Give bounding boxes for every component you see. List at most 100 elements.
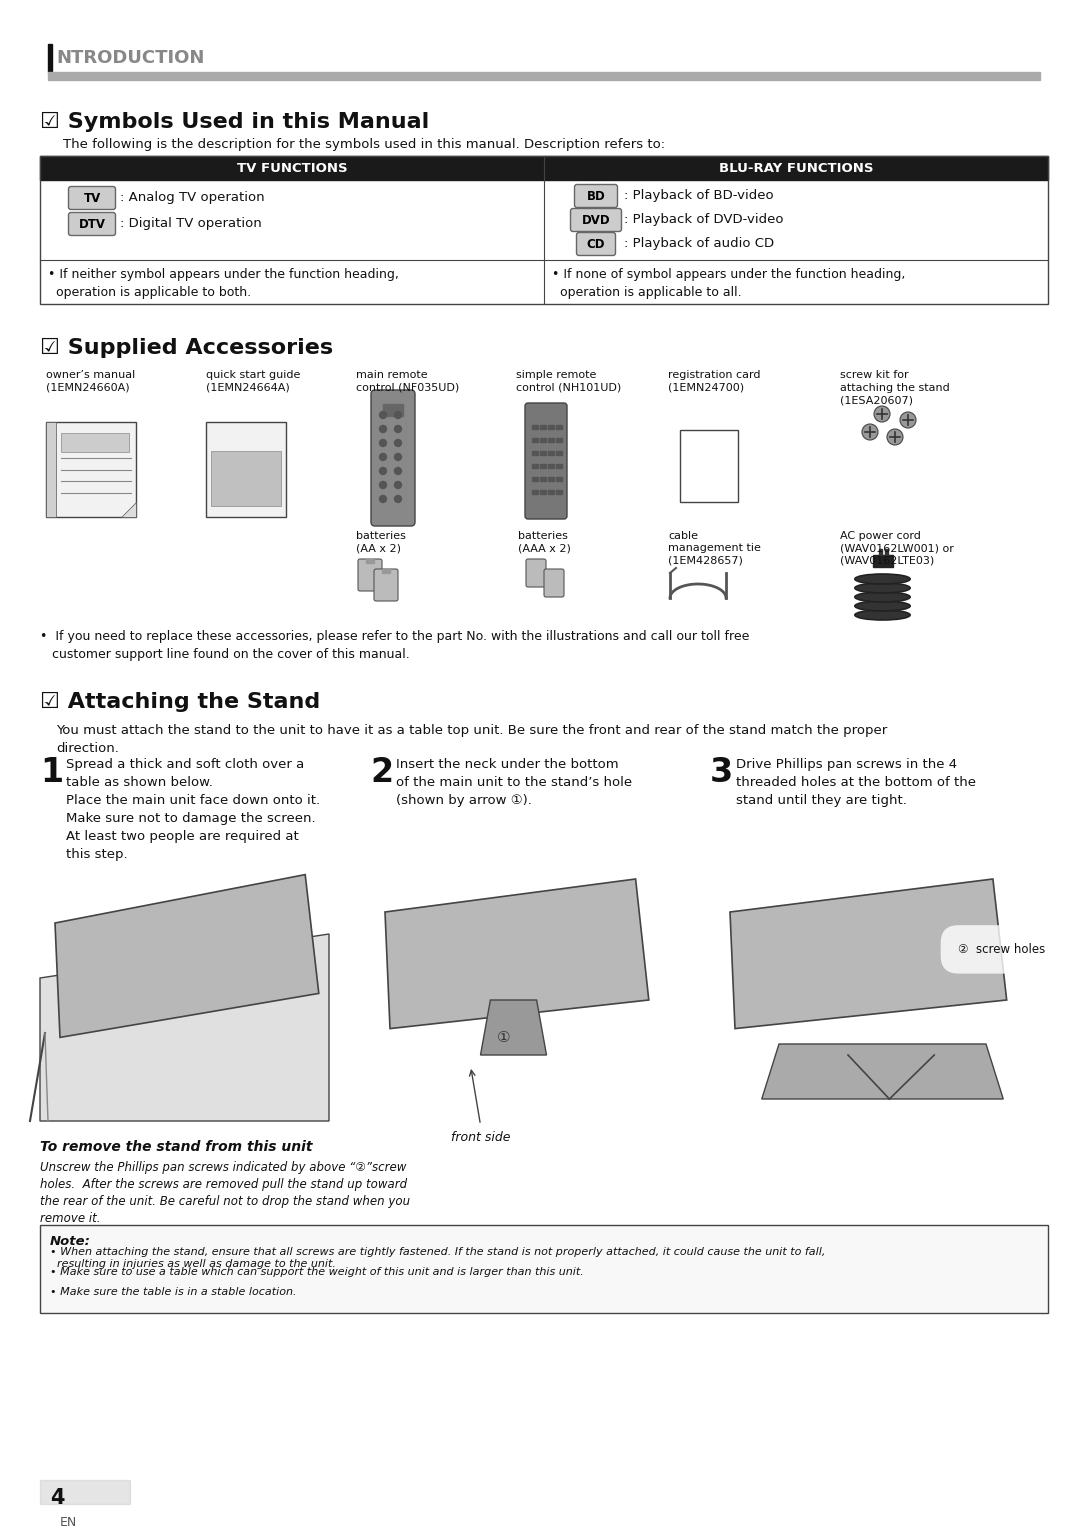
Circle shape bbox=[379, 482, 387, 488]
Circle shape bbox=[900, 412, 916, 427]
Bar bbox=[540, 464, 546, 468]
FancyBboxPatch shape bbox=[544, 569, 564, 597]
Bar bbox=[548, 426, 554, 429]
Bar bbox=[540, 478, 546, 481]
Bar bbox=[556, 490, 562, 494]
Bar bbox=[556, 452, 562, 455]
Bar bbox=[878, 549, 881, 555]
Text: ①: ① bbox=[497, 1030, 511, 1045]
Text: : Playback of BD-video: : Playback of BD-video bbox=[624, 189, 773, 203]
Bar bbox=[48, 44, 52, 72]
FancyBboxPatch shape bbox=[68, 212, 116, 235]
Text: : Playback of audio CD: : Playback of audio CD bbox=[624, 238, 774, 250]
Bar bbox=[211, 450, 281, 505]
Bar bbox=[548, 438, 554, 443]
Bar bbox=[382, 569, 390, 572]
Circle shape bbox=[874, 406, 890, 423]
FancyBboxPatch shape bbox=[357, 559, 382, 591]
Bar bbox=[532, 438, 538, 443]
FancyBboxPatch shape bbox=[577, 232, 616, 255]
FancyBboxPatch shape bbox=[575, 185, 618, 208]
Text: • If none of symbol appears under the function heading,
  operation is applicabl: • If none of symbol appears under the fu… bbox=[552, 269, 905, 299]
Text: batteries
(AA x 2): batteries (AA x 2) bbox=[356, 531, 406, 554]
Bar bbox=[40, 156, 1048, 304]
Text: DTV: DTV bbox=[79, 218, 106, 230]
FancyBboxPatch shape bbox=[68, 186, 116, 209]
Polygon shape bbox=[481, 1000, 546, 1054]
FancyBboxPatch shape bbox=[570, 209, 621, 232]
Circle shape bbox=[379, 453, 387, 461]
Bar bbox=[60, 433, 129, 452]
Bar bbox=[540, 438, 546, 443]
Bar bbox=[873, 555, 892, 568]
FancyBboxPatch shape bbox=[372, 391, 415, 526]
Bar bbox=[885, 549, 888, 555]
Bar bbox=[40, 1480, 130, 1505]
Text: •  If you need to replace these accessories, please refer to the part No. with t: • If you need to replace these accessori… bbox=[40, 630, 750, 661]
Bar bbox=[532, 464, 538, 468]
Text: NTRODUCTION: NTRODUCTION bbox=[56, 49, 204, 67]
Bar bbox=[40, 1225, 1048, 1312]
Bar bbox=[532, 478, 538, 481]
Text: ②  screw holes: ② screw holes bbox=[958, 943, 1045, 955]
Bar bbox=[46, 423, 56, 517]
Text: BLU-RAY FUNCTIONS: BLU-RAY FUNCTIONS bbox=[719, 162, 874, 174]
Ellipse shape bbox=[855, 583, 910, 594]
Bar bbox=[532, 452, 538, 455]
Polygon shape bbox=[121, 502, 136, 517]
Polygon shape bbox=[761, 1044, 1003, 1099]
Text: • Make sure the table is in a stable location.: • Make sure the table is in a stable loc… bbox=[50, 1286, 297, 1297]
Circle shape bbox=[379, 496, 387, 502]
Text: batteries
(AAA x 2): batteries (AAA x 2) bbox=[518, 531, 571, 554]
Polygon shape bbox=[384, 879, 649, 1029]
Bar bbox=[556, 464, 562, 468]
Text: • If neither symbol appears under the function heading,
  operation is applicabl: • If neither symbol appears under the fu… bbox=[48, 269, 399, 299]
Circle shape bbox=[394, 426, 402, 432]
Polygon shape bbox=[40, 934, 329, 1122]
Bar bbox=[556, 438, 562, 443]
Text: You must attach the stand to the unit to have it as a table top unit. Be sure th: You must attach the stand to the unit to… bbox=[56, 723, 888, 755]
Text: 2: 2 bbox=[370, 755, 393, 789]
Bar bbox=[556, 426, 562, 429]
Text: CD: CD bbox=[586, 238, 605, 250]
Text: DVD: DVD bbox=[582, 214, 610, 226]
Text: simple remote
control (NH101UD): simple remote control (NH101UD) bbox=[516, 369, 621, 392]
Text: 1: 1 bbox=[40, 755, 63, 789]
Bar bbox=[383, 404, 403, 417]
Circle shape bbox=[394, 467, 402, 475]
Text: main remote
control (NF035UD): main remote control (NF035UD) bbox=[356, 369, 459, 392]
Circle shape bbox=[394, 439, 402, 447]
Ellipse shape bbox=[855, 592, 910, 601]
Text: owner’s manual
(1EMN24660A): owner’s manual (1EMN24660A) bbox=[46, 369, 135, 392]
Bar bbox=[540, 452, 546, 455]
Circle shape bbox=[379, 412, 387, 418]
Text: : Analog TV operation: : Analog TV operation bbox=[120, 191, 265, 204]
Circle shape bbox=[887, 429, 903, 446]
Circle shape bbox=[394, 412, 402, 418]
Ellipse shape bbox=[855, 574, 910, 584]
Text: Insert the neck under the bottom
of the main unit to the stand’s hole
(shown by : Insert the neck under the bottom of the … bbox=[396, 758, 632, 807]
Text: : Playback of DVD-video: : Playback of DVD-video bbox=[624, 214, 783, 226]
Bar bbox=[532, 426, 538, 429]
Text: cable
management tie
(1EM428657): cable management tie (1EM428657) bbox=[669, 531, 761, 566]
Text: AC power cord
(WAV0162LW001) or
(WAV0162LTE03): AC power cord (WAV0162LW001) or (WAV0162… bbox=[840, 531, 954, 566]
Circle shape bbox=[394, 482, 402, 488]
FancyBboxPatch shape bbox=[525, 403, 567, 519]
Bar bbox=[48, 72, 1040, 79]
Bar bbox=[532, 490, 538, 494]
Text: Note:: Note: bbox=[50, 1235, 91, 1248]
Bar bbox=[46, 423, 136, 517]
Ellipse shape bbox=[855, 610, 910, 620]
Text: front side: front side bbox=[450, 1131, 510, 1144]
Text: EN: EN bbox=[60, 1515, 78, 1526]
Text: Unscrew the Phillips pan screws indicated by above “②”screw
holes.  After the sc: Unscrew the Phillips pan screws indicate… bbox=[40, 1161, 410, 1225]
Ellipse shape bbox=[855, 601, 910, 610]
FancyBboxPatch shape bbox=[374, 569, 399, 601]
Bar bbox=[540, 490, 546, 494]
Text: screw kit for
attaching the stand
(1ESA20607): screw kit for attaching the stand (1ESA2… bbox=[840, 369, 949, 406]
Bar bbox=[548, 464, 554, 468]
Text: 4: 4 bbox=[50, 1488, 65, 1508]
Bar bbox=[544, 156, 1048, 180]
Bar bbox=[548, 452, 554, 455]
Circle shape bbox=[862, 424, 878, 439]
